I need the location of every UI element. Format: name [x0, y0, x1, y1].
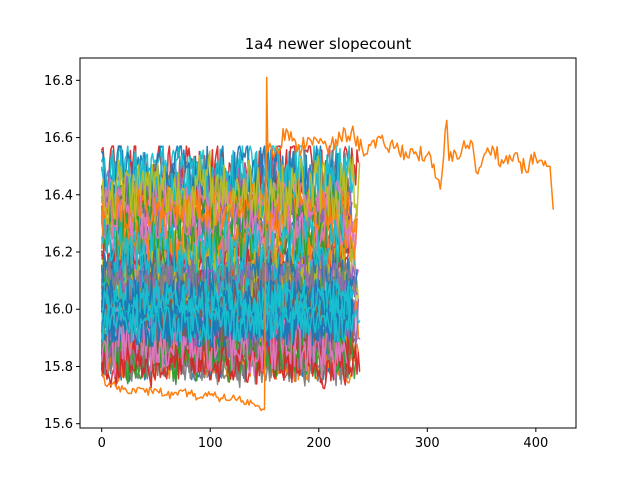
plot-area — [100, 76, 554, 412]
series-line — [100, 301, 354, 344]
y-tick-label: 16.2 — [44, 246, 73, 261]
y-tick-label: 16.4 — [44, 188, 73, 203]
x-tick-label: 300 — [415, 436, 440, 451]
x-tick-label: 200 — [306, 436, 331, 451]
y-tick-label: 16.8 — [44, 74, 73, 89]
y-tick-label: 16.0 — [44, 303, 73, 318]
series-line-orange — [100, 76, 554, 412]
y-tick-label: 15.8 — [44, 360, 73, 375]
x-axis: 0 100 200 300 400 — [98, 428, 548, 451]
y-tick-label: 16.6 — [44, 131, 73, 146]
y-tick-label: 15.6 — [44, 417, 73, 432]
y-axis: 15.6 15.8 16.0 16.2 16.4 16.6 16.8 — [44, 74, 80, 432]
series-line — [100, 341, 361, 390]
x-tick-label: 400 — [523, 436, 548, 451]
chart-title: 1a4 newer slopecount — [245, 35, 412, 53]
series-line — [100, 213, 345, 284]
series-line — [100, 150, 361, 228]
x-tick-label: 100 — [198, 436, 223, 451]
axes-frame — [79, 57, 577, 429]
x-tick-label: 0 — [98, 436, 106, 451]
